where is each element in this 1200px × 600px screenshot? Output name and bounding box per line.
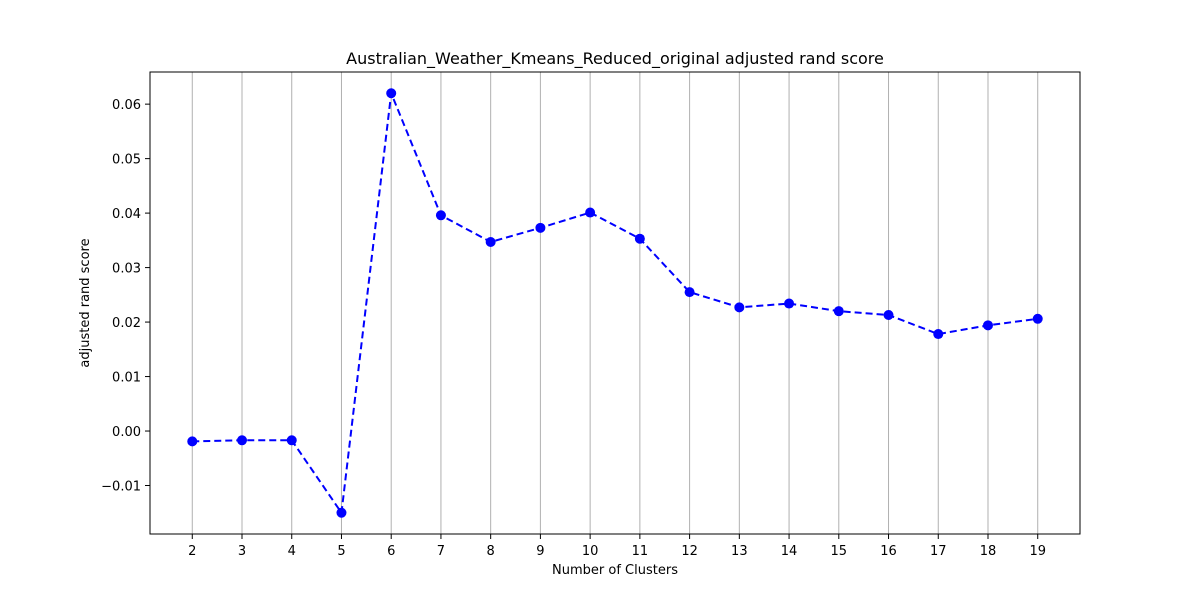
y-axis-title: adjusted rand score xyxy=(78,238,93,367)
y-tick-label: 0.05 xyxy=(112,153,141,168)
x-tick-label: 3 xyxy=(238,544,246,559)
data-point xyxy=(982,320,993,331)
y-tick-label: 0.03 xyxy=(112,262,141,277)
y-axis: −0.01 0.00 0.01 0.02 0.03 0.04 0.05 0.06 xyxy=(101,98,150,495)
x-tick-label: 11 xyxy=(632,544,649,559)
x-tick-label: 17 xyxy=(930,544,947,559)
plot-frame xyxy=(149,71,1081,535)
data-point xyxy=(684,287,695,298)
data-point xyxy=(634,233,645,244)
x-tick-label: 4 xyxy=(288,544,296,559)
x-tick-label: 8 xyxy=(487,544,495,559)
data-point xyxy=(187,436,198,447)
data-point xyxy=(435,210,446,221)
x-tick-label: 6 xyxy=(387,544,395,559)
x-tick-label: 19 xyxy=(1029,544,1046,559)
data-point xyxy=(336,507,347,518)
data-point xyxy=(535,222,546,233)
x-tick-label: 15 xyxy=(831,544,848,559)
x-tick-label: 12 xyxy=(681,544,698,559)
data-point xyxy=(833,306,844,317)
y-tick-label: 0.01 xyxy=(112,371,141,386)
data-point xyxy=(784,298,795,309)
x-tick-label: 5 xyxy=(337,544,345,559)
x-tick-label: 14 xyxy=(781,544,798,559)
y-tick-label: 0.04 xyxy=(112,207,141,222)
y-tick-label: −0.01 xyxy=(101,480,141,495)
x-tick-label: 10 xyxy=(582,544,599,559)
data-point xyxy=(933,329,944,340)
data-point xyxy=(585,207,596,218)
x-tick-label: 9 xyxy=(536,544,544,559)
x-tick-label: 7 xyxy=(437,544,445,559)
y-tick-label: 0.00 xyxy=(112,425,141,440)
x-tick-label: 16 xyxy=(880,544,897,559)
data-point xyxy=(734,302,745,313)
data-point xyxy=(883,309,894,320)
x-tick-label: 13 xyxy=(731,544,748,559)
chart-title: Australian_Weather_Kmeans_Reduced_origin… xyxy=(346,49,884,69)
x-axis-title: Number of Clusters xyxy=(552,563,678,578)
y-tick-label: 0.06 xyxy=(112,98,141,113)
y-tick-label: 0.02 xyxy=(112,316,141,331)
data-point xyxy=(1032,313,1043,324)
series-line xyxy=(192,92,1038,516)
x-axis: 2 3 4 5 6 7 8 9 10 11 12 13 14 15 16 17 18 19 xyxy=(188,534,1046,559)
data-point xyxy=(485,236,496,247)
x-tick-label: 2 xyxy=(188,544,196,559)
data-point xyxy=(286,435,297,446)
x-tick-label: 18 xyxy=(980,544,997,559)
data-point xyxy=(386,88,397,99)
data-point xyxy=(237,435,248,446)
series-layer xyxy=(187,88,1043,518)
